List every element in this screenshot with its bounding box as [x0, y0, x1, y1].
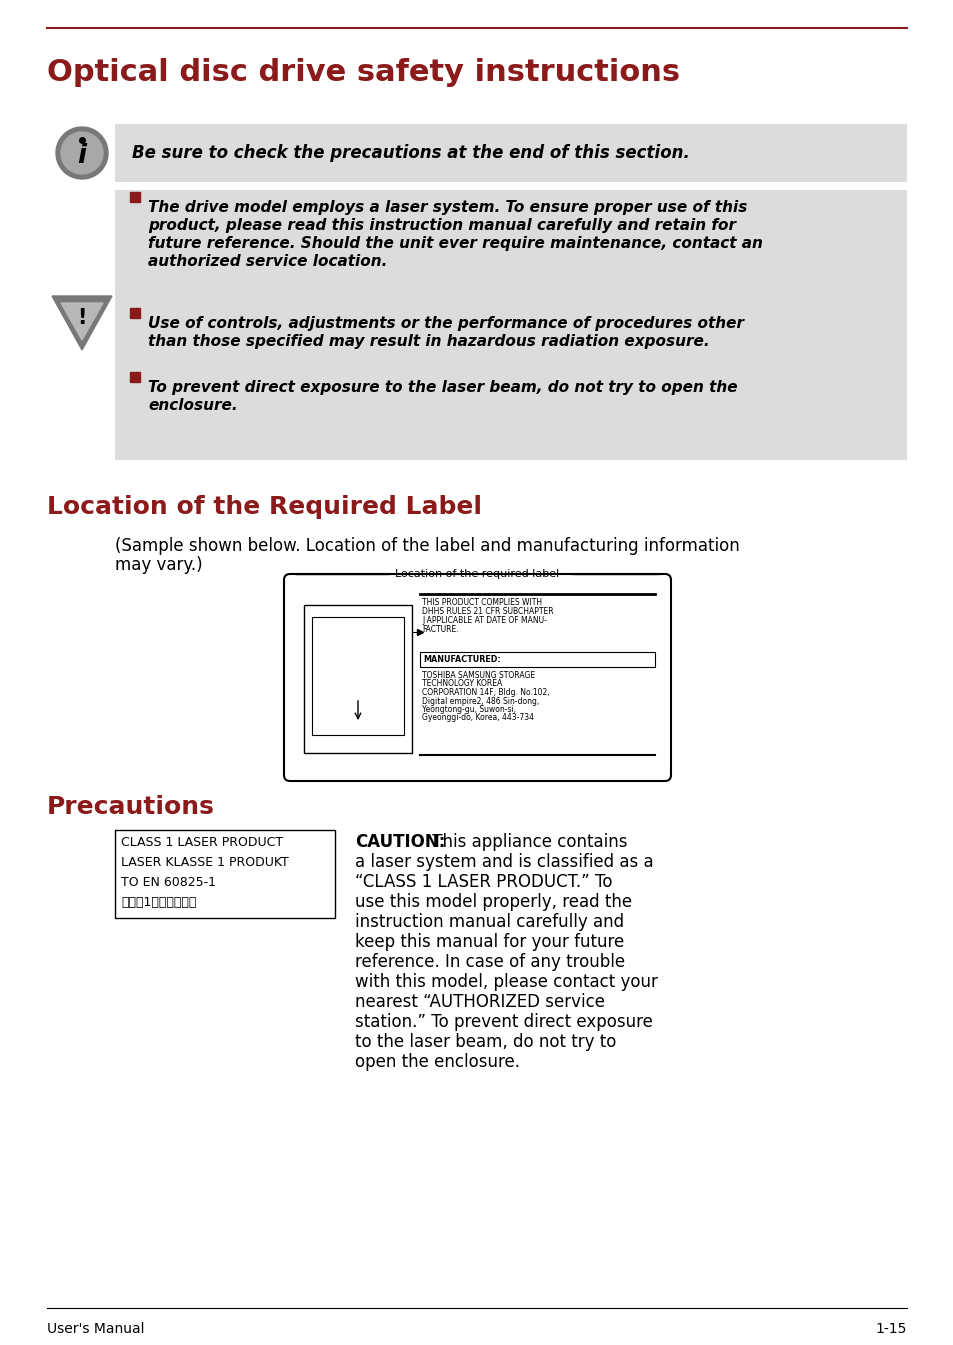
Text: authorized service location.: authorized service location.: [148, 254, 387, 269]
Text: than those specified may result in hazardous radiation exposure.: than those specified may result in hazar…: [148, 334, 709, 348]
Text: TECHNOLOGY KOREA: TECHNOLOGY KOREA: [421, 679, 501, 689]
Text: use this model properly, read the: use this model properly, read the: [355, 893, 632, 911]
Text: TO EN 60825-1: TO EN 60825-1: [121, 876, 215, 889]
Bar: [304, 605, 412, 753]
FancyBboxPatch shape: [115, 830, 335, 919]
Text: This appliance contains: This appliance contains: [427, 833, 627, 851]
Text: Digital empire2, 486 Sin-dong,: Digital empire2, 486 Sin-dong,: [421, 697, 538, 706]
Text: keep this manual for your future: keep this manual for your future: [355, 933, 623, 951]
Text: enclosure.: enclosure.: [148, 398, 237, 413]
Text: station.” To prevent direct exposure: station.” To prevent direct exposure: [355, 1013, 652, 1032]
Polygon shape: [56, 126, 108, 179]
Text: i: i: [77, 143, 87, 169]
Text: future reference. Should the unit ever require maintenance, contact an: future reference. Should the unit ever r…: [148, 235, 762, 252]
Text: CORPORATION 14F, Bldg. No.102,: CORPORATION 14F, Bldg. No.102,: [421, 689, 549, 697]
Polygon shape: [52, 296, 112, 350]
Text: !: !: [77, 308, 87, 328]
Text: Location of the required label: Location of the required label: [395, 569, 559, 578]
Text: (Sample shown below. Location of the label and manufacturing information: (Sample shown below. Location of the lab…: [115, 537, 739, 555]
Bar: [130, 373, 140, 382]
Text: instruction manual carefully and: instruction manual carefully and: [355, 913, 623, 931]
Bar: [312, 617, 403, 734]
Bar: [130, 308, 140, 317]
Text: User's Manual: User's Manual: [47, 1322, 144, 1336]
Bar: [130, 192, 140, 202]
Text: Be sure to check the precautions at the end of this section.: Be sure to check the precautions at the …: [132, 144, 689, 161]
Text: open the enclosure.: open the enclosure.: [355, 1053, 519, 1071]
Text: TOSHIBA SAMSUNG STORAGE: TOSHIBA SAMSUNG STORAGE: [421, 671, 535, 681]
Text: CLASS 1 LASER PRODUCT: CLASS 1 LASER PRODUCT: [121, 837, 283, 849]
FancyBboxPatch shape: [115, 190, 906, 460]
Text: The drive model employs a laser system. To ensure proper use of this: The drive model employs a laser system. …: [148, 200, 746, 215]
Text: nearest “AUTHORIZED service: nearest “AUTHORIZED service: [355, 993, 604, 1011]
Text: CAUTION:: CAUTION:: [355, 833, 445, 851]
Text: to the laser beam, do not try to: to the laser beam, do not try to: [355, 1033, 616, 1050]
Text: a laser system and is classified as a: a laser system and is classified as a: [355, 853, 653, 872]
Text: Location of the Required Label: Location of the Required Label: [47, 495, 481, 519]
Text: Yeongtong-gu, Suwon-si,: Yeongtong-gu, Suwon-si,: [421, 705, 516, 714]
Text: FACTURE.: FACTURE.: [421, 625, 458, 633]
Text: 1-15: 1-15: [875, 1322, 906, 1336]
Text: reference. In case of any trouble: reference. In case of any trouble: [355, 954, 624, 971]
Text: J APPLICABLE AT DATE OF MANU-: J APPLICABLE AT DATE OF MANU-: [421, 616, 546, 625]
Text: may vary.): may vary.): [115, 555, 202, 574]
Text: Precautions: Precautions: [47, 795, 214, 819]
Bar: [419, 652, 655, 667]
Text: To prevent direct exposure to the laser beam, do not try to open the: To prevent direct exposure to the laser …: [148, 381, 737, 395]
FancyBboxPatch shape: [284, 574, 670, 781]
Text: Optical disc drive safety instructions: Optical disc drive safety instructions: [47, 58, 679, 87]
Text: MANUFACTURED:: MANUFACTURED:: [422, 655, 500, 664]
Text: with this model, please contact your: with this model, please contact your: [355, 972, 658, 991]
FancyBboxPatch shape: [115, 124, 906, 182]
Text: product, please read this instruction manual carefully and retain for: product, please read this instruction ma…: [148, 218, 735, 233]
Text: “CLASS 1 LASER PRODUCT.” To: “CLASS 1 LASER PRODUCT.” To: [355, 873, 612, 890]
Text: Gyeonggi-do, Korea, 443-734: Gyeonggi-do, Korea, 443-734: [421, 713, 534, 722]
Text: THIS PRODUCT COMPLIES WITH: THIS PRODUCT COMPLIES WITH: [421, 599, 541, 607]
Text: LASER KLASSE 1 PRODUKT: LASER KLASSE 1 PRODUKT: [121, 855, 289, 869]
Text: クラス1レーザー製品: クラス1レーザー製品: [121, 896, 196, 909]
Polygon shape: [61, 132, 103, 174]
Text: Use of controls, adjustments or the performance of procedures other: Use of controls, adjustments or the perf…: [148, 316, 743, 331]
Text: DHHS RULES 21 CFR SUBCHAPTER: DHHS RULES 21 CFR SUBCHAPTER: [421, 607, 553, 616]
Polygon shape: [61, 303, 103, 340]
